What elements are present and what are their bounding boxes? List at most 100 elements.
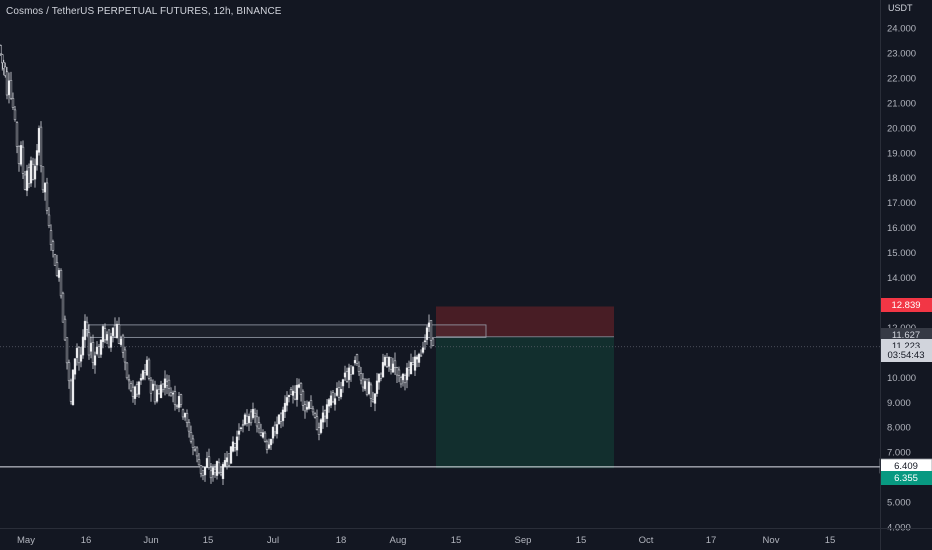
candle-body bbox=[65, 337, 69, 364]
candle-body bbox=[281, 409, 285, 422]
candle-body bbox=[301, 390, 305, 406]
price-tick-label: 10.000 bbox=[887, 373, 916, 384]
candle-body bbox=[299, 383, 303, 395]
candle-body bbox=[321, 412, 325, 423]
candle-body bbox=[27, 167, 31, 185]
candle-body bbox=[129, 383, 133, 391]
candle-body bbox=[19, 145, 23, 165]
time-tick-label: Jul bbox=[267, 535, 279, 546]
candle-body bbox=[313, 413, 317, 418]
candle-body bbox=[199, 465, 203, 474]
candle-body bbox=[277, 414, 281, 425]
position-zones bbox=[87, 306, 614, 469]
candle-body bbox=[391, 363, 395, 373]
candle-body bbox=[375, 380, 379, 394]
candle-body bbox=[335, 388, 339, 396]
price-axis[interactable] bbox=[880, 0, 932, 528]
price-tick-label: 23.000 bbox=[887, 48, 916, 59]
candle-body bbox=[71, 369, 75, 406]
candle-body bbox=[35, 150, 39, 166]
candle-body bbox=[411, 362, 415, 365]
price-tick-label: 19.000 bbox=[887, 148, 916, 159]
candle-body bbox=[327, 399, 331, 407]
countdown-badge: 03:54:43 bbox=[888, 350, 925, 361]
candle-body bbox=[87, 332, 91, 356]
candle-body bbox=[273, 424, 277, 433]
candle-body bbox=[305, 406, 309, 410]
candle-body bbox=[155, 389, 159, 402]
candle-body bbox=[4, 66, 7, 76]
candle-body bbox=[303, 404, 307, 412]
candle-body bbox=[93, 355, 97, 366]
candle-body bbox=[307, 401, 311, 409]
candle-body bbox=[263, 432, 267, 442]
candle-body bbox=[77, 346, 81, 364]
candle-body bbox=[377, 373, 381, 383]
candle-body bbox=[229, 446, 233, 464]
candle-body bbox=[39, 126, 43, 167]
candle-body bbox=[169, 392, 173, 397]
candle-body bbox=[359, 373, 363, 381]
candle-body bbox=[249, 411, 253, 424]
candle-body bbox=[383, 356, 387, 366]
candle-body bbox=[107, 329, 111, 348]
candle-body bbox=[157, 388, 161, 395]
candle-body bbox=[83, 320, 87, 341]
price-tick-label: 18.000 bbox=[887, 173, 916, 184]
candle-body bbox=[127, 379, 131, 382]
candle-body bbox=[397, 369, 401, 376]
candle-body bbox=[379, 373, 383, 379]
candle-body bbox=[89, 342, 93, 352]
candle-body bbox=[425, 327, 429, 340]
time-axis-ticks: May 16 Jun 15 Jul 18 Aug 15 Sep 15 Oct 17 Nov 15 bbox=[17, 535, 835, 546]
candle-body bbox=[5, 71, 9, 96]
time-tick-label: 15 bbox=[203, 535, 214, 546]
candle-body bbox=[223, 460, 227, 467]
candle-body bbox=[429, 319, 433, 341]
candle-body bbox=[259, 432, 263, 436]
candle-body bbox=[23, 174, 27, 190]
candle-body bbox=[325, 404, 329, 419]
candle-body bbox=[133, 386, 137, 399]
candle-body bbox=[165, 381, 169, 386]
price-tick-label: 17.000 bbox=[887, 198, 916, 209]
candle-body bbox=[407, 367, 411, 371]
candle-body bbox=[225, 457, 229, 463]
candle-body bbox=[245, 415, 249, 424]
candle-body bbox=[241, 424, 245, 426]
candle-body bbox=[49, 230, 53, 245]
candle-body bbox=[337, 387, 341, 398]
candle-body bbox=[219, 472, 223, 475]
candle-body bbox=[343, 372, 347, 378]
candle-body bbox=[341, 379, 345, 387]
candle-body bbox=[55, 262, 59, 276]
candle-body bbox=[141, 370, 145, 380]
candle-body bbox=[275, 424, 279, 435]
candle-body bbox=[255, 416, 259, 427]
candle-body bbox=[405, 367, 409, 381]
candle-body bbox=[365, 378, 369, 395]
symbol-title[interactable]: Cosmos / TetherUS PERPETUAL FUTURES, 12h… bbox=[6, 6, 282, 17]
candle-body bbox=[81, 336, 85, 356]
price-tick-label: 9.000 bbox=[887, 398, 911, 409]
candle-body bbox=[355, 354, 359, 364]
candle-body bbox=[205, 458, 209, 468]
candle-body bbox=[195, 447, 199, 457]
candle-body bbox=[183, 413, 187, 418]
candle-body bbox=[53, 254, 57, 266]
candle-body bbox=[363, 381, 367, 390]
candle-body bbox=[347, 367, 351, 381]
price-axis-unit: USDT bbox=[888, 3, 913, 13]
candle-body bbox=[381, 362, 385, 378]
candle-body bbox=[261, 432, 265, 438]
candle-body bbox=[329, 395, 333, 406]
candle-body bbox=[333, 398, 337, 405]
candle-body bbox=[187, 422, 191, 432]
candle-body bbox=[11, 98, 15, 108]
candle-body bbox=[421, 347, 425, 353]
candle-body bbox=[43, 182, 47, 193]
time-tick-label: Jun bbox=[143, 535, 158, 546]
time-axis[interactable] bbox=[0, 528, 880, 550]
